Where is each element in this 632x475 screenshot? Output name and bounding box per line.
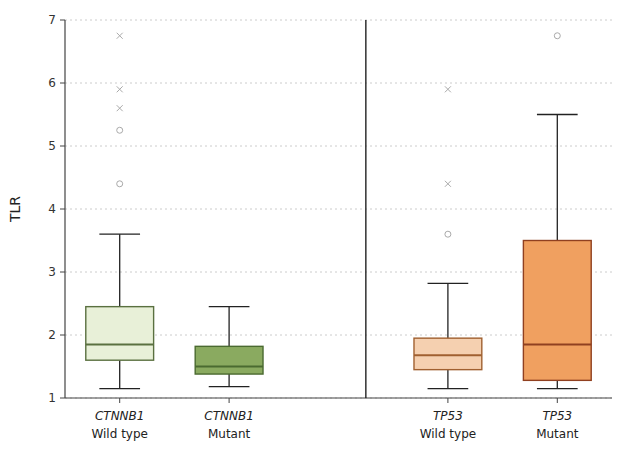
outlier-x: [117, 86, 123, 92]
tick-label: 4: [48, 202, 56, 216]
category-group-label: CTNNB1: [204, 409, 254, 423]
category-group-label: CTNNB1: [95, 409, 145, 423]
tick-mark: [60, 272, 65, 273]
whisker-cap: [428, 283, 469, 284]
grid-line: [65, 83, 612, 84]
box-group: [414, 86, 482, 388]
box: [523, 241, 591, 381]
axis-line: [64, 20, 65, 398]
chart: 1 2 3 4 5 6 7 TLR CTNNB1 Wild type CTNNB1 Mutant TP5…: [0, 0, 632, 475]
tick-mark: [229, 398, 230, 403]
tick-label: 3: [48, 265, 56, 279]
whisker: [447, 283, 448, 338]
whisker-cap: [537, 114, 578, 115]
tick-label: 2: [48, 328, 56, 342]
outlier-x: [117, 33, 123, 39]
outlier-x: [445, 86, 451, 92]
tick-mark: [60, 146, 65, 147]
y-axis: 1 2 3 4 5 6 7: [48, 13, 612, 405]
box: [195, 346, 263, 374]
outlier-circle: [117, 127, 123, 133]
tick-mark: [60, 20, 65, 21]
x-axis: CTNNB1 Wild type CTNNB1 Mutant TP53 Wild type…: [91, 398, 578, 441]
outlier-x: [117, 105, 123, 111]
box: [414, 338, 482, 370]
axis-line: [65, 397, 612, 398]
box: [86, 307, 154, 361]
median: [523, 343, 591, 345]
tick-mark: [447, 398, 448, 403]
tick-label: 5: [48, 139, 56, 153]
tick-mark: [119, 398, 120, 403]
whisker-cap: [209, 386, 250, 387]
whisker: [228, 307, 229, 347]
median: [86, 343, 154, 345]
tick-mark: [60, 83, 65, 84]
whisker-cap: [99, 388, 140, 389]
outlier-x: [445, 181, 451, 187]
box-group: [195, 307, 263, 387]
tick-mark: [60, 335, 65, 336]
plot-area: [86, 33, 591, 389]
grid-line: [65, 20, 612, 21]
whisker: [447, 370, 448, 389]
grid-line: [65, 398, 612, 399]
whisker: [119, 234, 120, 306]
tick-label: 6: [48, 76, 56, 90]
whisker-cap: [428, 388, 469, 389]
tick-mark: [557, 398, 558, 403]
whisker: [119, 360, 120, 388]
outlier-circle: [445, 231, 451, 237]
category-group-label: TP53: [542, 409, 572, 423]
tick-label: 1: [48, 391, 56, 405]
whisker-cap: [209, 306, 250, 307]
category-label: Wild type: [91, 427, 148, 441]
grid-line: [65, 209, 612, 210]
grid-line: [65, 146, 612, 147]
tick-label: 7: [48, 13, 56, 27]
median: [195, 366, 263, 368]
box-group: [86, 33, 154, 389]
whisker: [228, 374, 229, 387]
box-group: [523, 33, 591, 389]
whisker-cap: [99, 234, 140, 235]
category-label: Mutant: [208, 427, 251, 441]
median: [414, 354, 482, 356]
whisker-cap: [537, 388, 578, 389]
y-axis-label: TLR: [7, 196, 23, 223]
category-group-label: TP53: [433, 409, 463, 423]
outlier-circle: [117, 181, 123, 187]
group-divider: [365, 20, 366, 398]
category-label: Wild type: [420, 427, 477, 441]
tick-mark: [60, 209, 65, 210]
whisker: [557, 115, 558, 241]
category-label: Mutant: [536, 427, 579, 441]
outlier-circle: [554, 33, 560, 39]
whisker: [557, 380, 558, 388]
tick-mark: [60, 398, 65, 399]
